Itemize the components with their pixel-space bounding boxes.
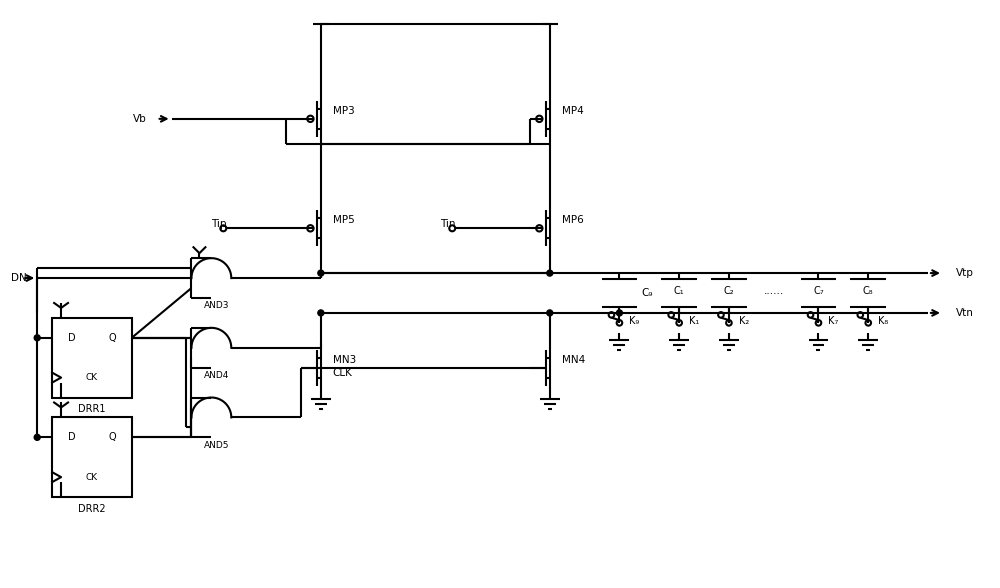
Text: C₉: C₉	[641, 288, 653, 298]
Circle shape	[616, 310, 622, 316]
Text: Q: Q	[108, 432, 116, 442]
Bar	[52, 417, 132, 497]
Circle shape	[547, 310, 553, 316]
Text: D: D	[68, 333, 76, 343]
Circle shape	[34, 435, 40, 440]
Text: MP3: MP3	[333, 106, 355, 116]
Text: MP5: MP5	[333, 215, 355, 225]
Text: Tin: Tin	[440, 219, 456, 229]
Text: MP6: MP6	[562, 215, 583, 225]
Text: AND5: AND5	[204, 441, 229, 450]
Circle shape	[34, 335, 40, 341]
Text: Vtn: Vtn	[956, 308, 974, 318]
Text: D: D	[68, 432, 76, 442]
Text: DRR1: DRR1	[78, 405, 106, 415]
Text: Vb: Vb	[133, 114, 147, 124]
Circle shape	[547, 270, 553, 276]
Text: Vtp: Vtp	[956, 268, 974, 278]
Text: K₇: K₇	[828, 316, 839, 326]
Text: CK: CK	[86, 473, 98, 482]
Text: Q: Q	[108, 333, 116, 343]
Circle shape	[318, 270, 324, 276]
Text: K₁: K₁	[689, 316, 699, 326]
Text: MN4: MN4	[562, 355, 585, 365]
Text: CLK: CLK	[333, 368, 353, 377]
Text: AND3: AND3	[204, 302, 229, 310]
Text: C₇: C₇	[813, 286, 824, 296]
Text: K₈: K₈	[878, 316, 888, 326]
Text: ......: ......	[764, 286, 784, 296]
Text: C₈: C₈	[863, 286, 874, 296]
Text: CK: CK	[86, 373, 98, 382]
Text: Tip: Tip	[211, 219, 227, 229]
Text: C₁: C₁	[674, 286, 684, 296]
Text: MN3: MN3	[333, 355, 356, 365]
Text: K₂: K₂	[739, 316, 749, 326]
Text: DRR2: DRR2	[78, 504, 106, 514]
Text: K₉: K₉	[629, 316, 640, 326]
Text: DN: DN	[11, 273, 27, 283]
Text: C₂: C₂	[724, 286, 734, 296]
Text: MP4: MP4	[562, 106, 583, 116]
Circle shape	[318, 310, 324, 316]
Bar	[52, 318, 132, 397]
Text: AND4: AND4	[204, 371, 229, 380]
